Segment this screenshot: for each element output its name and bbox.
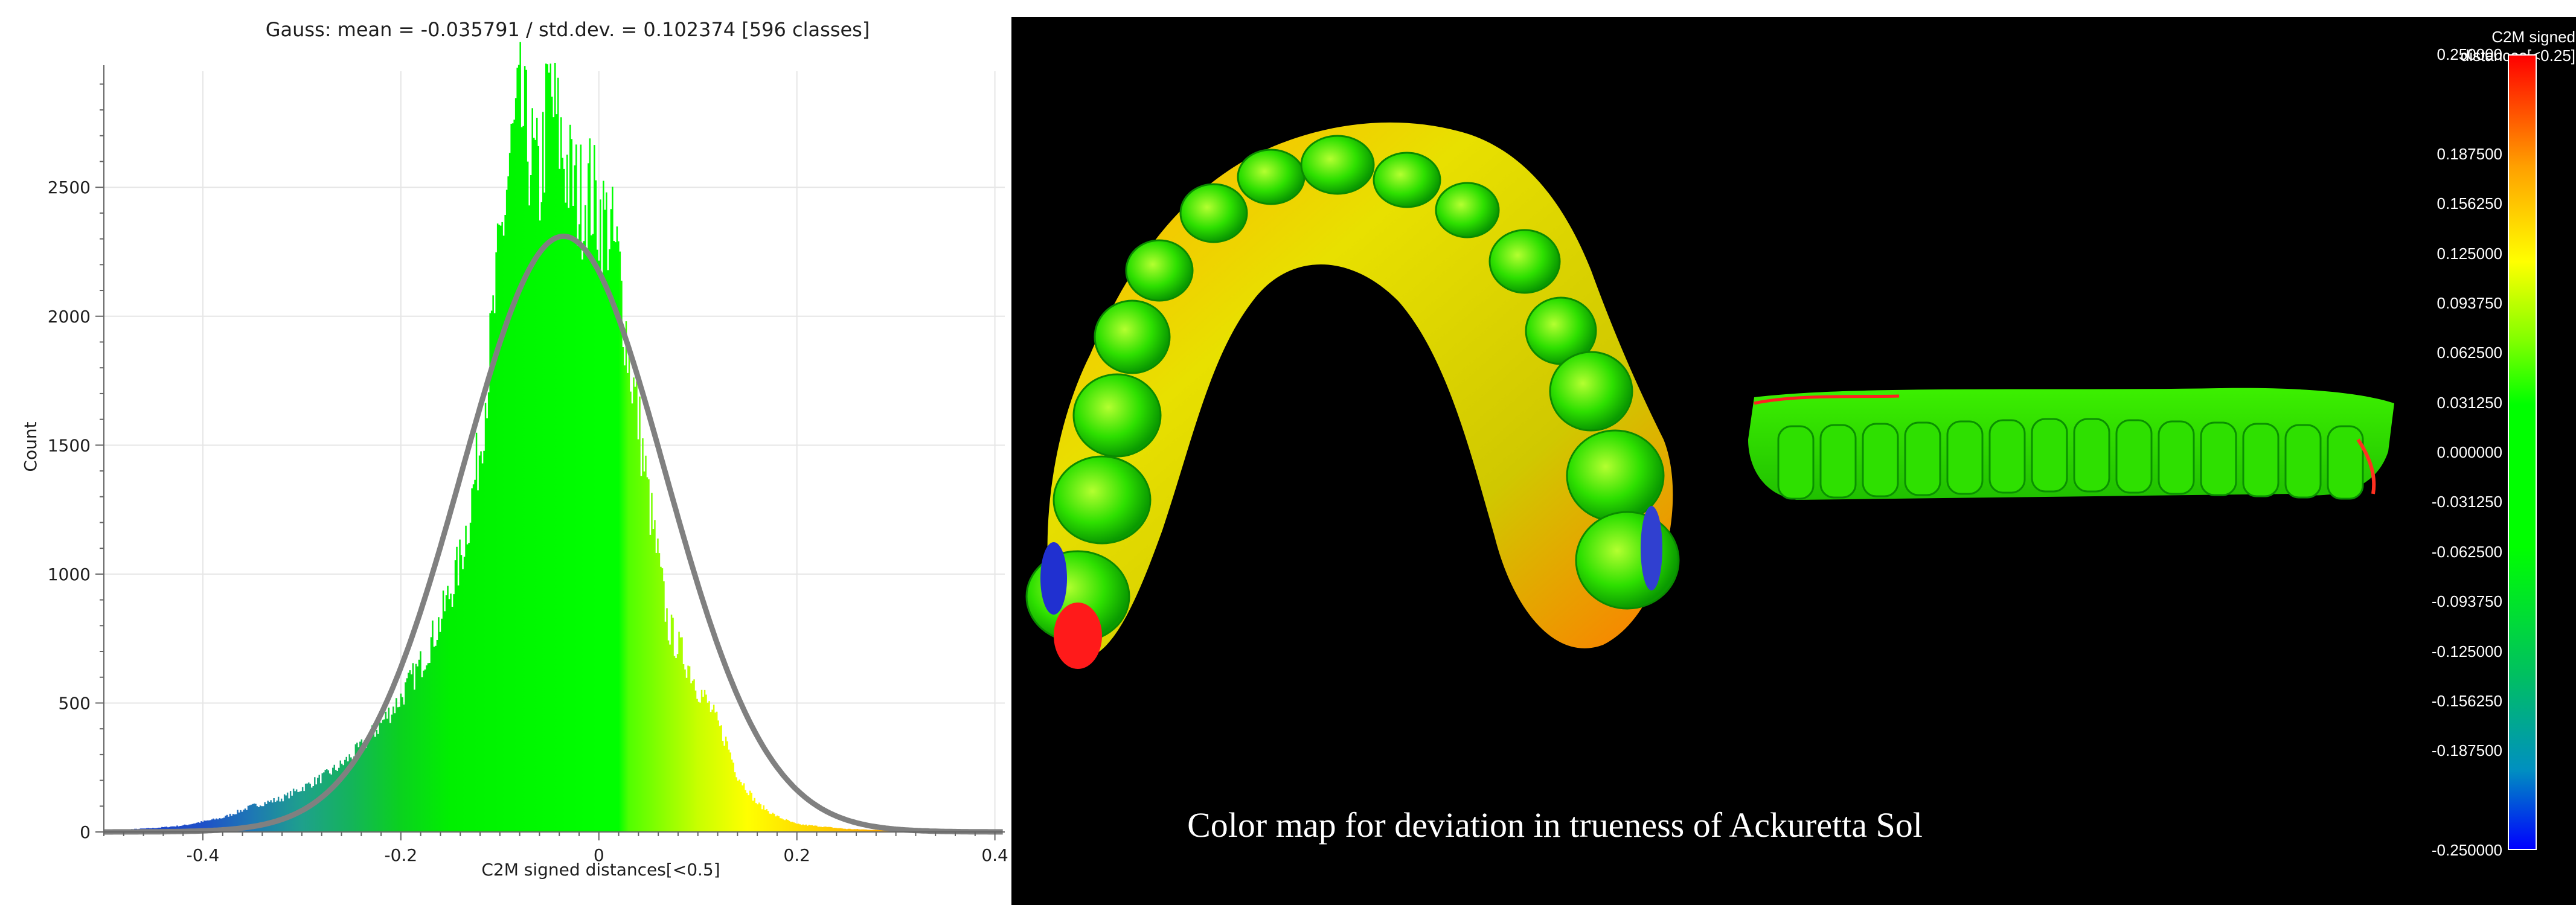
frontal-red-trim <box>1754 394 1900 405</box>
tooth-crown <box>1300 135 1375 195</box>
front-tooth <box>1777 425 1815 500</box>
front-tooth <box>1819 424 1857 499</box>
front-tooth <box>2242 423 2280 497</box>
scalebar-tick-label: -0.062500 <box>2431 542 2502 561</box>
scalebar-tick-label: -0.250000 <box>2431 841 2502 859</box>
x-tick-label: 0.4 <box>981 845 1008 865</box>
y-axis-label: Count <box>21 421 40 472</box>
tooth-crown <box>1549 351 1633 432</box>
tick-labels: -0.4 -0.2 0 0.2 0.4 0 500 1000 1500 2000 2500 <box>48 177 1008 865</box>
scalebar-tick-label: 0.125000 <box>2437 244 2502 263</box>
front-tooth <box>2284 424 2322 499</box>
scalebar-tick-label: 0.031250 <box>2437 393 2502 412</box>
tooth-crown <box>1435 182 1500 238</box>
frontal-arch-view <box>1748 388 2394 500</box>
tooth-crown <box>1072 373 1162 458</box>
axes <box>95 65 1005 840</box>
front-tooth <box>1862 423 1899 497</box>
x-tick-label: -0.2 <box>385 845 418 865</box>
scalebar-tick-label: -0.031250 <box>2431 493 2502 511</box>
scalebar-tick-label: -0.156250 <box>2431 691 2502 710</box>
scalebar-tick-label: -0.187500 <box>2431 741 2502 760</box>
scalebar-tick-label: -0.125000 <box>2431 642 2502 660</box>
histogram-chart: Gauss: mean = -0.035791 / std.dev. = 0.1… <box>21 18 1008 880</box>
x-tick-label: 0 <box>594 845 604 865</box>
front-tooth <box>1904 421 1941 496</box>
frontal-teeth <box>1777 418 2364 500</box>
x-tick-label: -0.4 <box>187 845 220 865</box>
molar-deviation-red <box>1054 603 1102 669</box>
colormap-panel: Color map for deviation in trueness of A… <box>1011 17 2576 905</box>
front-tooth <box>2073 418 2110 493</box>
scalebar-tick-label: 0.062500 <box>2437 344 2502 362</box>
y-tick-label: 0 <box>80 822 91 842</box>
y-tick-label: 500 <box>59 693 91 713</box>
scalebar-labels: 0.250000 0.187500 0.156250 0.125000 0.093750… <box>1011 17 2576 905</box>
gauss-fit-curve <box>104 233 1003 835</box>
scalebar-tick-label: 0.000000 <box>2437 443 2502 461</box>
histogram-bars <box>104 42 1007 832</box>
y-tick-label: 2500 <box>48 177 91 197</box>
front-tooth <box>2115 419 2153 494</box>
front-tooth <box>1946 420 1984 495</box>
histogram-panel: Gauss: mean = -0.035791 / std.dev. = 0.1… <box>0 0 1014 905</box>
frontal-red-trim-right <box>2356 438 2376 494</box>
tooth-crown <box>1094 299 1171 374</box>
scalebar-tick-label: -0.093750 <box>2431 592 2502 611</box>
tooth-crown <box>1179 183 1248 243</box>
tooth-crown <box>1125 239 1194 302</box>
x-tick-label: 0.2 <box>783 845 810 865</box>
colormap-caption: Color map for deviation in trueness of A… <box>1187 805 1923 845</box>
front-tooth <box>2327 425 2364 500</box>
arch-views <box>1025 122 2394 669</box>
x-axis-label: C2M signed distances[<0.5] <box>481 860 720 880</box>
front-tooth <box>2158 420 2195 495</box>
y-tick-label: 2000 <box>48 307 91 327</box>
y-tick-label: 1500 <box>48 435 91 455</box>
front-tooth <box>1988 419 2026 494</box>
tooth-crown <box>1053 455 1152 545</box>
y-tick-label: 1000 <box>48 564 91 584</box>
scalebar-gradient <box>2508 54 2537 850</box>
occlusal-arch-view <box>1025 122 1680 669</box>
molar-deviation-blue <box>1040 542 1067 615</box>
scalebar-tick-label: 0.250000 <box>2437 45 2502 63</box>
front-tooth <box>2031 418 2068 493</box>
scalebar-tick-label: 0.187500 <box>2437 144 2502 163</box>
scalebar-tick-label: 0.156250 <box>2437 194 2502 213</box>
molar-deviation-right <box>1641 506 1662 590</box>
arch-teeth <box>1025 135 1680 643</box>
tooth-crown <box>1488 229 1561 294</box>
tooth-crown <box>1373 152 1441 208</box>
scalebar-tick-label: 0.093750 <box>2437 293 2502 312</box>
front-tooth <box>2200 421 2237 496</box>
chart-title: Gauss: mean = -0.035791 / std.dev. = 0.1… <box>266 18 870 41</box>
